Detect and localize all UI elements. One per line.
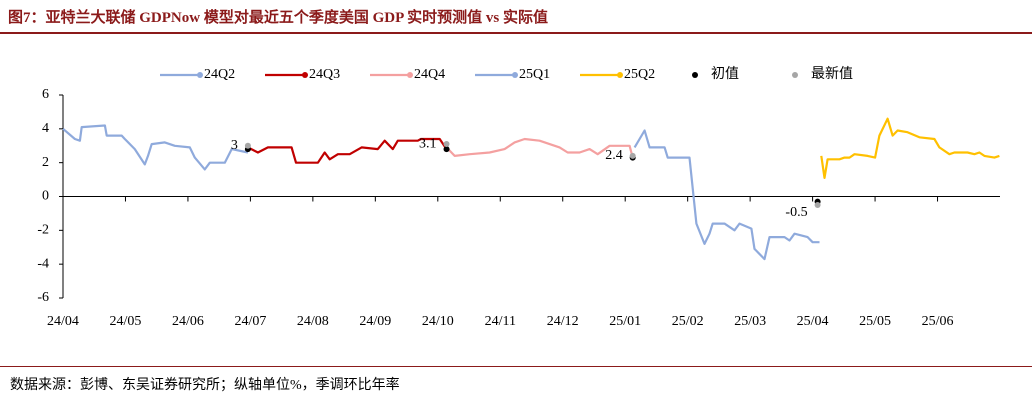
x-tick-label: 25/03 bbox=[734, 314, 766, 329]
source-rule bbox=[0, 366, 1032, 367]
legend-label: 初值 bbox=[711, 65, 739, 82]
source-note: 数据来源：彭博、东吴证券研究所；纵轴单位%，季调环比年率 bbox=[10, 378, 400, 393]
x-tick-label: 24/05 bbox=[110, 314, 142, 329]
legend-label: 24Q2 bbox=[204, 67, 235, 82]
legend-marker bbox=[512, 72, 518, 78]
y-tick-label: 6 bbox=[42, 87, 49, 102]
point bbox=[443, 146, 450, 153]
y-tick-label: 4 bbox=[42, 121, 49, 136]
legend-marker bbox=[792, 72, 798, 78]
point bbox=[244, 142, 251, 149]
series-line bbox=[633, 129, 820, 261]
data-label: 2.4 bbox=[605, 148, 623, 163]
x-tick-label: 24/06 bbox=[172, 314, 204, 329]
x-tick-label: 25/02 bbox=[672, 314, 704, 329]
x-tick-label: 24/11 bbox=[485, 314, 516, 329]
legend-label: 25Q2 bbox=[624, 67, 655, 82]
x-tick-label: 25/06 bbox=[922, 314, 954, 329]
x-tick-label: 24/09 bbox=[359, 314, 391, 329]
x-tick-label: 25/04 bbox=[797, 314, 829, 329]
legend-label: 24Q4 bbox=[414, 67, 445, 82]
legend-marker bbox=[617, 72, 623, 78]
figure-title: 图7：亚特兰大联储 GDPNow 模型对最近五个季度美国 GDP 实时预测值 v… bbox=[8, 10, 549, 26]
data-label: 3.1 bbox=[419, 136, 437, 151]
data-label: -0.5 bbox=[785, 205, 807, 220]
series-line bbox=[445, 137, 634, 158]
data-label: 3 bbox=[231, 138, 238, 153]
x-tick-label: 24/08 bbox=[297, 314, 329, 329]
legend-marker bbox=[692, 72, 698, 78]
x-tick-label: 24/12 bbox=[547, 314, 579, 329]
point bbox=[443, 141, 450, 148]
legend-label: 最新值 bbox=[811, 66, 853, 82]
legend-marker bbox=[302, 72, 308, 78]
point bbox=[814, 201, 821, 208]
y-tick-label: -2 bbox=[37, 223, 49, 238]
legend-marker bbox=[407, 72, 413, 78]
legend-label: 25Q1 bbox=[519, 67, 550, 82]
series-line bbox=[62, 124, 249, 171]
point bbox=[629, 152, 636, 159]
legend-label: 24Q3 bbox=[309, 67, 340, 82]
x-tick-label: 24/10 bbox=[422, 314, 454, 329]
x-tick-label: 25/05 bbox=[859, 314, 891, 329]
y-tick-label: 0 bbox=[42, 189, 49, 204]
y-tick-label: -4 bbox=[37, 256, 49, 271]
series-line bbox=[247, 137, 448, 164]
y-tick-label: -6 bbox=[37, 290, 49, 305]
x-tick-label: 24/04 bbox=[47, 314, 79, 329]
legend-marker bbox=[197, 72, 203, 78]
chart: -6 -4 -2 0 2 4 6 24/04 24/05 24/06 24/07 24/08 24/09… bbox=[37, 65, 1000, 329]
title-rule bbox=[0, 32, 1032, 34]
x-tick-label: 24/07 bbox=[234, 314, 266, 329]
y-tick-label: 2 bbox=[42, 155, 49, 170]
series-line bbox=[820, 117, 1000, 179]
x-tick-label: 25/01 bbox=[609, 314, 641, 329]
